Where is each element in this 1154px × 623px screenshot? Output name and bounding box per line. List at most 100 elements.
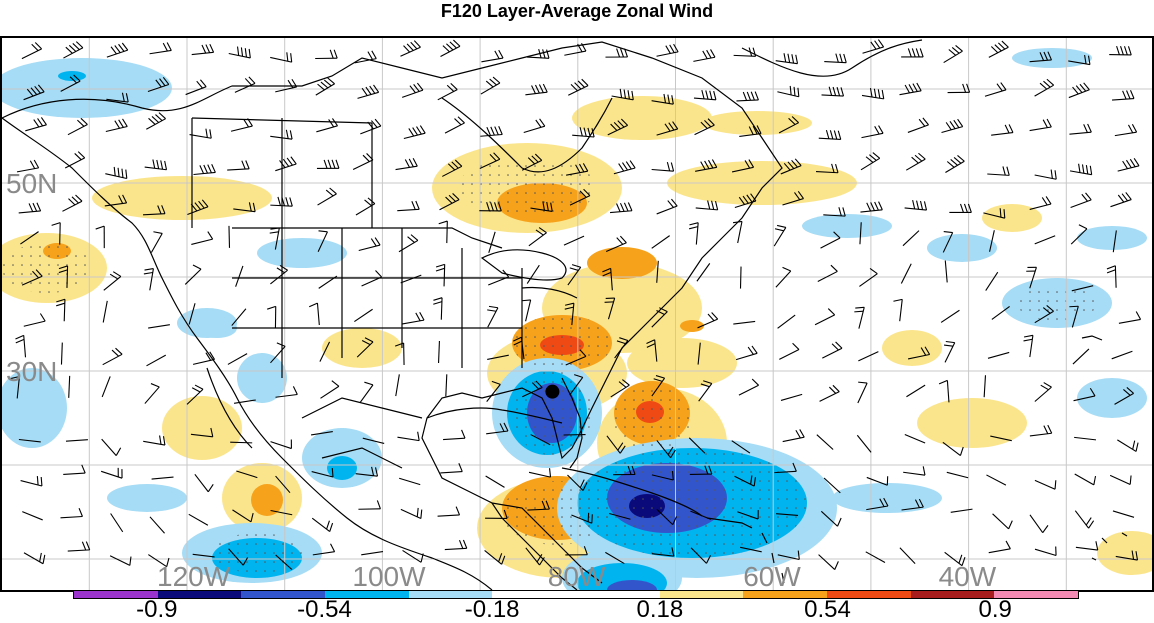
- wind-barb: [901, 264, 911, 284]
- lon-label: 60W: [743, 561, 801, 590]
- wind-barb: [316, 118, 337, 131]
- wind-barb: [778, 315, 796, 328]
- wind-barb: [906, 153, 925, 170]
- wind-barb: [24, 314, 45, 327]
- wind-barb: [439, 341, 440, 363]
- wind-barb: [1069, 83, 1090, 98]
- wind-barb: [529, 468, 550, 477]
- wind-barb: [106, 119, 127, 132]
- wind-barb: [694, 90, 716, 100]
- wind-barb: [320, 381, 338, 399]
- wind-barb: [439, 221, 448, 243]
- wind-barb: [858, 352, 878, 361]
- wind-barb: [779, 343, 799, 359]
- wind-barb: [818, 265, 838, 281]
- wind-barb: [1069, 124, 1091, 134]
- wind-barb: [143, 435, 165, 445]
- wind-barb: [309, 303, 319, 325]
- wind-barb: [1074, 437, 1096, 440]
- wind-barb: [1024, 335, 1033, 357]
- colorbar-tick-label: -0.9: [136, 598, 177, 622]
- colorbar-tick-label: 0.54: [804, 598, 851, 622]
- wind-barb: [1075, 511, 1093, 529]
- wind-barb: [107, 43, 128, 57]
- wind-barb: [63, 42, 82, 58]
- wind-barb: [1112, 90, 1134, 100]
- wind-barb: [192, 44, 214, 54]
- lon-label: 80W: [548, 561, 606, 590]
- wind-barb: [271, 440, 292, 449]
- wind-barb: [693, 49, 715, 61]
- wind-barb: [652, 236, 670, 249]
- wind-barb: [1035, 546, 1056, 555]
- wind-barb: [25, 117, 46, 130]
- wind-barb: [61, 343, 62, 365]
- wind-barb: [900, 548, 915, 564]
- wind-barb: [987, 166, 1009, 175]
- wind-barb: [1035, 79, 1054, 96]
- wind-barb: [103, 348, 122, 365]
- wind-barb: [481, 77, 500, 94]
- wind-barb: [102, 439, 121, 455]
- wind-barb: [1035, 170, 1057, 180]
- wind-barb: [819, 555, 839, 570]
- wind-barb: [402, 312, 424, 324]
- colorbar-tick-label: -0.18: [465, 598, 520, 622]
- wind-barb: [230, 442, 252, 443]
- map-title: F120 Layer-Average Zonal Wind: [0, 0, 1154, 26]
- wind-barb: [824, 54, 846, 63]
- wind-barb: [689, 223, 698, 245]
- wind-barb: [15, 335, 25, 357]
- wind-barb: [947, 472, 968, 477]
- wind-barb: [605, 49, 627, 58]
- wind-barb: [401, 275, 422, 283]
- wind-barb: [986, 272, 998, 290]
- wind-barb: [397, 201, 419, 211]
- wind-barb: [359, 238, 380, 251]
- wind-barb: [235, 77, 255, 93]
- wind-barb: [22, 512, 42, 520]
- wind-barb: [236, 266, 243, 287]
- wind-barb: [739, 379, 759, 395]
- wind-barb: [150, 42, 172, 53]
- wind-barb: [858, 382, 867, 403]
- wind-barb: [19, 203, 41, 213]
- wind-barb: [148, 325, 170, 328]
- colorbar-tick-label: -0.54: [297, 598, 352, 622]
- wind-barb: [733, 221, 742, 243]
- colorbar-tick-label: 0.18: [636, 598, 683, 622]
- wind-barb: [697, 263, 710, 281]
- wind-barb: [822, 342, 842, 358]
- wind-barb: [993, 514, 1013, 529]
- wind-barb: [402, 83, 423, 97]
- wind-barb: [939, 380, 949, 402]
- wind-barb: [819, 130, 841, 139]
- wind-barb: [361, 552, 383, 555]
- wind-barb: [1070, 164, 1092, 175]
- wind-barb: [857, 435, 871, 452]
- wind-barb: [231, 118, 252, 131]
- wind-barb: [989, 541, 1011, 553]
- lon-label: 100W: [352, 561, 426, 590]
- wind-barb: [822, 87, 844, 96]
- wind-barb: [270, 197, 292, 206]
- wind-barb: [777, 86, 798, 97]
- wind-barb: [1030, 425, 1052, 436]
- wind-barb: [614, 161, 635, 174]
- wind-barb: [741, 267, 742, 289]
- lon-label: 40W: [939, 561, 997, 590]
- wind-barb: [866, 552, 885, 563]
- wind-barb: [436, 264, 445, 286]
- wind-barb: [522, 300, 531, 321]
- wind-barb: [353, 153, 373, 169]
- wind-barb: [186, 80, 207, 95]
- wind-barb: [776, 53, 798, 63]
- point-marker: [545, 385, 559, 399]
- wind-barb: [854, 307, 864, 328]
- wind-barb: [1075, 474, 1096, 485]
- wind-barb: [189, 514, 208, 525]
- wind-barb: [433, 298, 442, 320]
